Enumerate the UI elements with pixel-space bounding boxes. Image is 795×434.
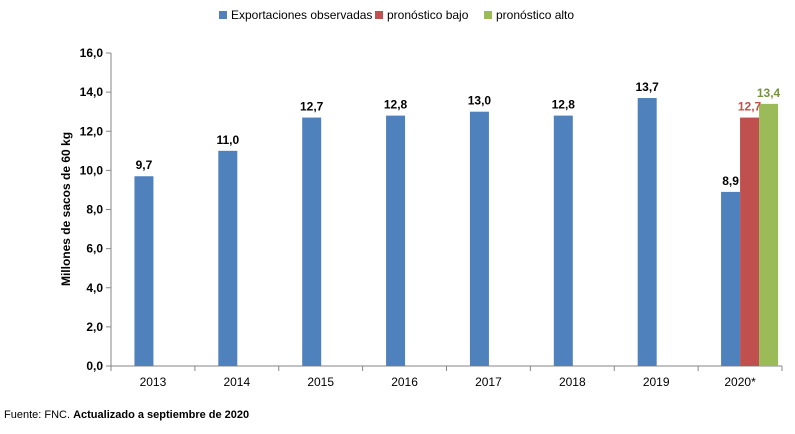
y-tick-label: 6,0 [86, 242, 103, 256]
x-tick-label: 2014 [223, 375, 250, 389]
source-note: Fuente: FNC. Actualizado a septiembre de… [4, 409, 249, 421]
x-tick-label: 2017 [475, 375, 502, 389]
legend-swatch [375, 11, 383, 19]
bar-2019-observadas [637, 97, 657, 367]
bar-2020-observadas [721, 191, 741, 366]
bar-2016-observadas [386, 115, 406, 366]
bar-2018-observadas [553, 115, 573, 366]
bar-2014-observadas [218, 150, 238, 366]
x-tick-label: 2013 [140, 375, 167, 389]
data-label: 8,9 [722, 174, 739, 188]
data-label: 11,0 [216, 133, 239, 147]
chart: Exportaciones observadas pronóstico bajo p… [59, 8, 783, 389]
legend-swatch [219, 11, 227, 19]
y-axis-title: Millones de sacos de 60 kg [59, 132, 73, 286]
bar-2015-observadas [302, 117, 322, 367]
data-label: 13,7 [636, 80, 660, 94]
x-tick-label: 2019 [643, 375, 670, 389]
y-tick-label: 12,0 [80, 124, 104, 138]
y-tick-label: 14,0 [80, 85, 104, 99]
source-updated: Actualizado a septiembre de 2020 [73, 409, 250, 421]
x-tick-label: 2018 [559, 375, 586, 389]
y-tick-label: 10,0 [80, 163, 104, 177]
data-label: 12,8 [552, 98, 576, 112]
x-tick-label: 2016 [391, 375, 418, 389]
data-label: 13,4 [757, 86, 781, 100]
data-label: 12,8 [384, 98, 408, 112]
bars [134, 97, 779, 367]
legend-label: Exportaciones observadas [231, 8, 372, 22]
bar-2017-observadas [469, 111, 489, 366]
legend-label: pronóstico bajo [387, 8, 469, 22]
y-tick-label: 2,0 [86, 320, 103, 334]
bar-2020-alto [759, 103, 779, 367]
data-label: 9,7 [136, 158, 153, 172]
source-prefix: Fuente: FNC. [4, 409, 74, 421]
legend: Exportaciones observadas pronóstico bajo p… [219, 8, 574, 22]
y-tick-label: 16,0 [80, 46, 104, 60]
y-tick-label: 4,0 [86, 281, 103, 295]
bar-2013-observadas [134, 176, 154, 366]
y-tick-label: 0,0 [86, 359, 103, 373]
x-tick-label: 2020* [724, 375, 756, 389]
x-axis: 2013 2014 2015 2016 2017 2018 2019 2020* [110, 365, 783, 389]
data-label: 12,7 [738, 100, 762, 114]
data-labels: 9,711,012,7 12,8 13,0 12,813,78,912,713,4 [136, 80, 781, 188]
bar-2020-bajo [740, 117, 760, 367]
y-axis: 0,0 2,0 4,0 6,0 8,0 10,0 12,0 14,0 16,0 [80, 46, 112, 373]
x-tick-label: 2015 [307, 375, 334, 389]
legend-swatch [484, 11, 492, 19]
legend-label: pronóstico alto [496, 8, 574, 22]
y-tick-label: 8,0 [86, 203, 103, 217]
data-label: 13,0 [468, 94, 492, 108]
data-label: 12,7 [300, 100, 324, 114]
